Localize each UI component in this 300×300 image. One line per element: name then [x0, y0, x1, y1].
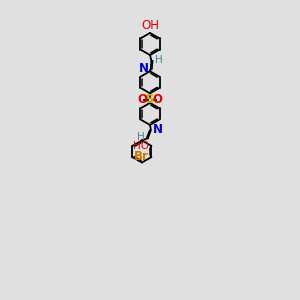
- Text: H: H: [155, 55, 163, 65]
- Text: Br: Br: [134, 151, 149, 164]
- Text: N: N: [139, 62, 149, 75]
- Text: O: O: [153, 93, 163, 106]
- Text: H: H: [137, 133, 145, 142]
- Text: O: O: [137, 93, 147, 106]
- Text: HO: HO: [133, 141, 149, 151]
- Text: N: N: [153, 123, 163, 136]
- Text: S: S: [145, 93, 155, 106]
- Text: OH: OH: [141, 19, 159, 32]
